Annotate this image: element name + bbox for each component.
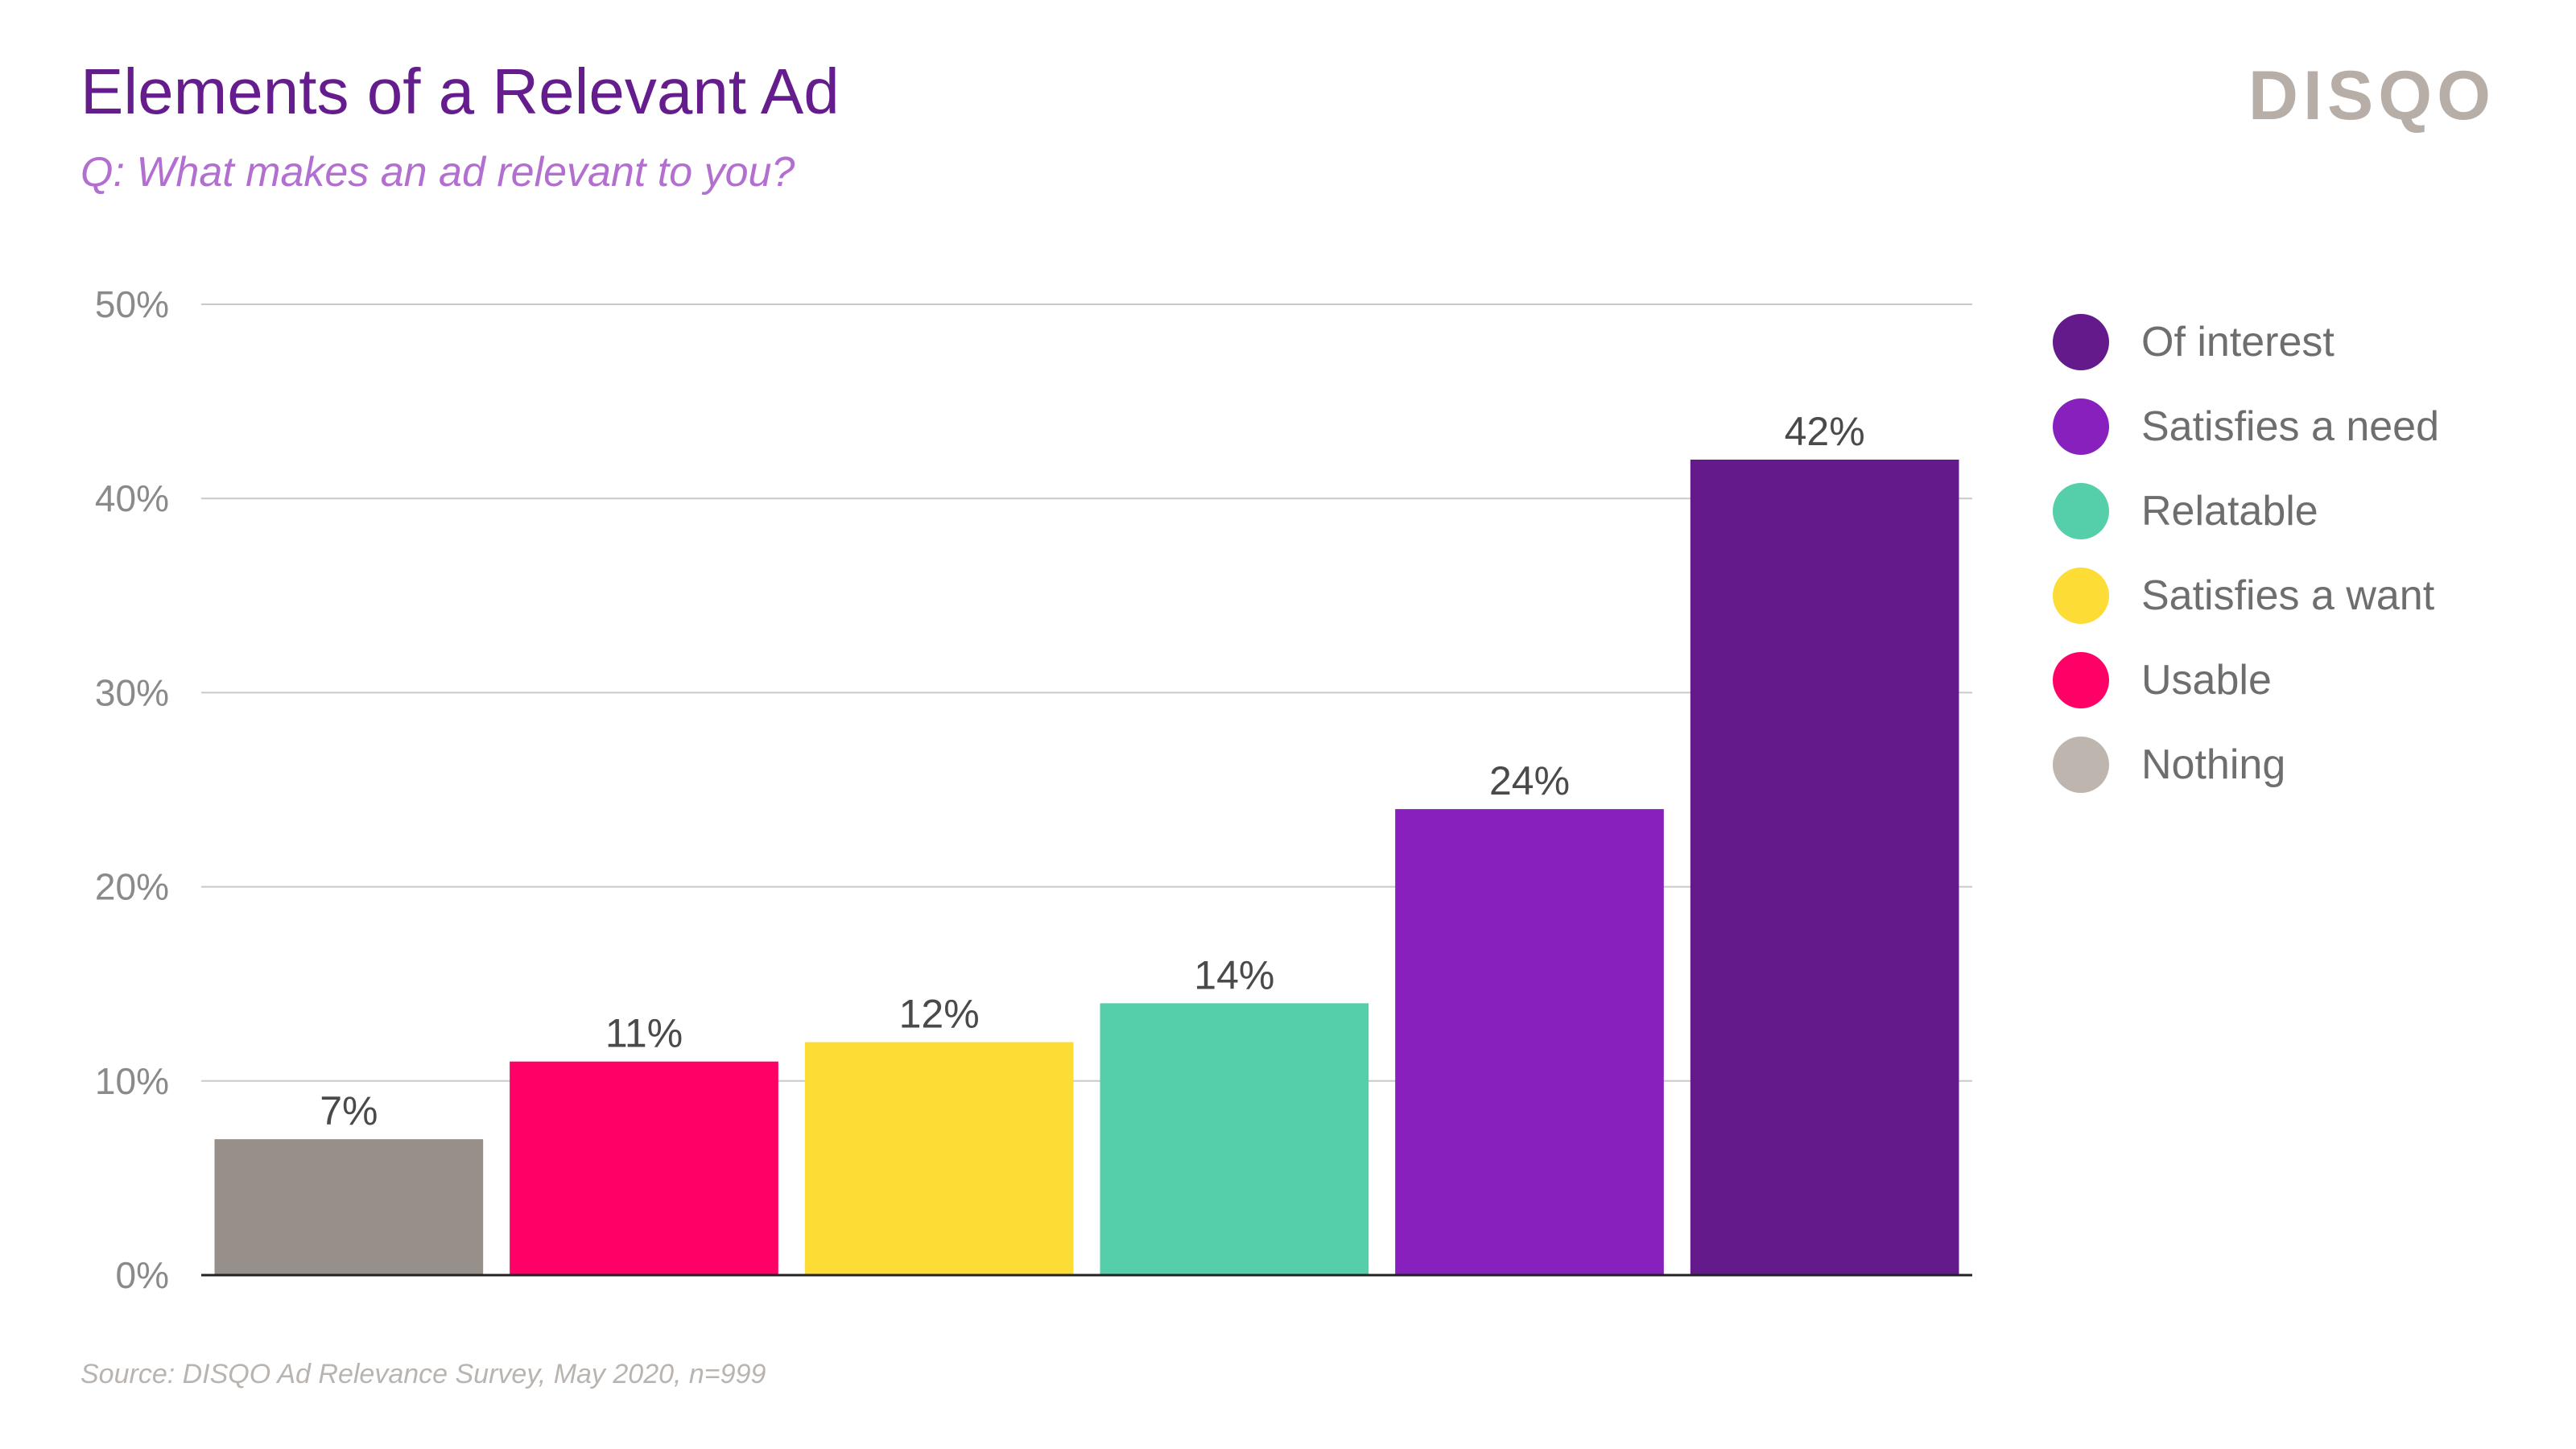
- legend-label: Relatable: [2141, 488, 2318, 535]
- bar-value-label: 7%: [320, 1088, 378, 1133]
- bar-satisfies-a-need: [1395, 809, 1664, 1275]
- bar-value-label: 11%: [605, 1011, 683, 1056]
- bars: [214, 459, 1959, 1275]
- legend-item: Usable: [2053, 652, 2439, 708]
- y-tick-label: 30%: [95, 671, 169, 713]
- data-labels: 7% 11% 12% 14% 24% 42%: [320, 409, 1865, 1133]
- chart-subtitle: Q: What makes an ad relevant to you?: [80, 149, 795, 196]
- y-tick-label: 20%: [95, 866, 169, 908]
- legend-item: Of interest: [2053, 314, 2439, 370]
- legend-label: Of interest: [2141, 319, 2334, 365]
- legend-label: Satisfies a need: [2141, 403, 2440, 450]
- legend-swatch: [2053, 568, 2109, 624]
- legend: Of interest Satisfies a need Relatable Sati…: [2053, 314, 2439, 821]
- legend-swatch: [2053, 483, 2109, 539]
- legend-item: Satisfies a need: [2053, 398, 2439, 455]
- legend-swatch: [2053, 652, 2109, 708]
- chart-title: Elements of a Relevant Ad: [80, 56, 840, 127]
- bar-nothing: [214, 1139, 484, 1275]
- legend-label: Satisfies a want: [2141, 572, 2435, 619]
- bar-usable: [510, 1061, 778, 1275]
- legend-swatch: [2053, 314, 2109, 370]
- brand-logo: DISQO: [2248, 57, 2496, 134]
- bar-value-label: 12%: [899, 992, 980, 1037]
- y-tick-label: 50%: [95, 283, 169, 325]
- source-note: Source: DISQO Ad Relevance Survey, May 2…: [80, 1359, 766, 1389]
- y-axis-ticks: 0% 10% 20% 30% 40% 50%: [95, 283, 169, 1296]
- legend-label: Usable: [2141, 657, 2272, 704]
- bar-value-label: 42%: [1785, 409, 1865, 454]
- y-tick-label: 10%: [95, 1060, 169, 1102]
- y-tick-label: 0%: [116, 1254, 169, 1296]
- legend-item: Nothing: [2053, 737, 2439, 793]
- gridlines: [201, 303, 1972, 1082]
- bar-value-label: 24%: [1489, 758, 1570, 803]
- bar-value-label: 14%: [1194, 952, 1274, 997]
- bar-relatable: [1100, 1003, 1369, 1275]
- legend-item: Relatable: [2053, 483, 2439, 539]
- legend-swatch: [2053, 398, 2109, 455]
- legend-label: Nothing: [2141, 741, 2286, 788]
- legend-item: Satisfies a want: [2053, 568, 2439, 624]
- y-tick-label: 40%: [95, 477, 169, 519]
- bar-satisfies-a-want: [804, 1042, 1074, 1275]
- bar-of-interest: [1690, 459, 1959, 1275]
- legend-swatch: [2053, 737, 2109, 793]
